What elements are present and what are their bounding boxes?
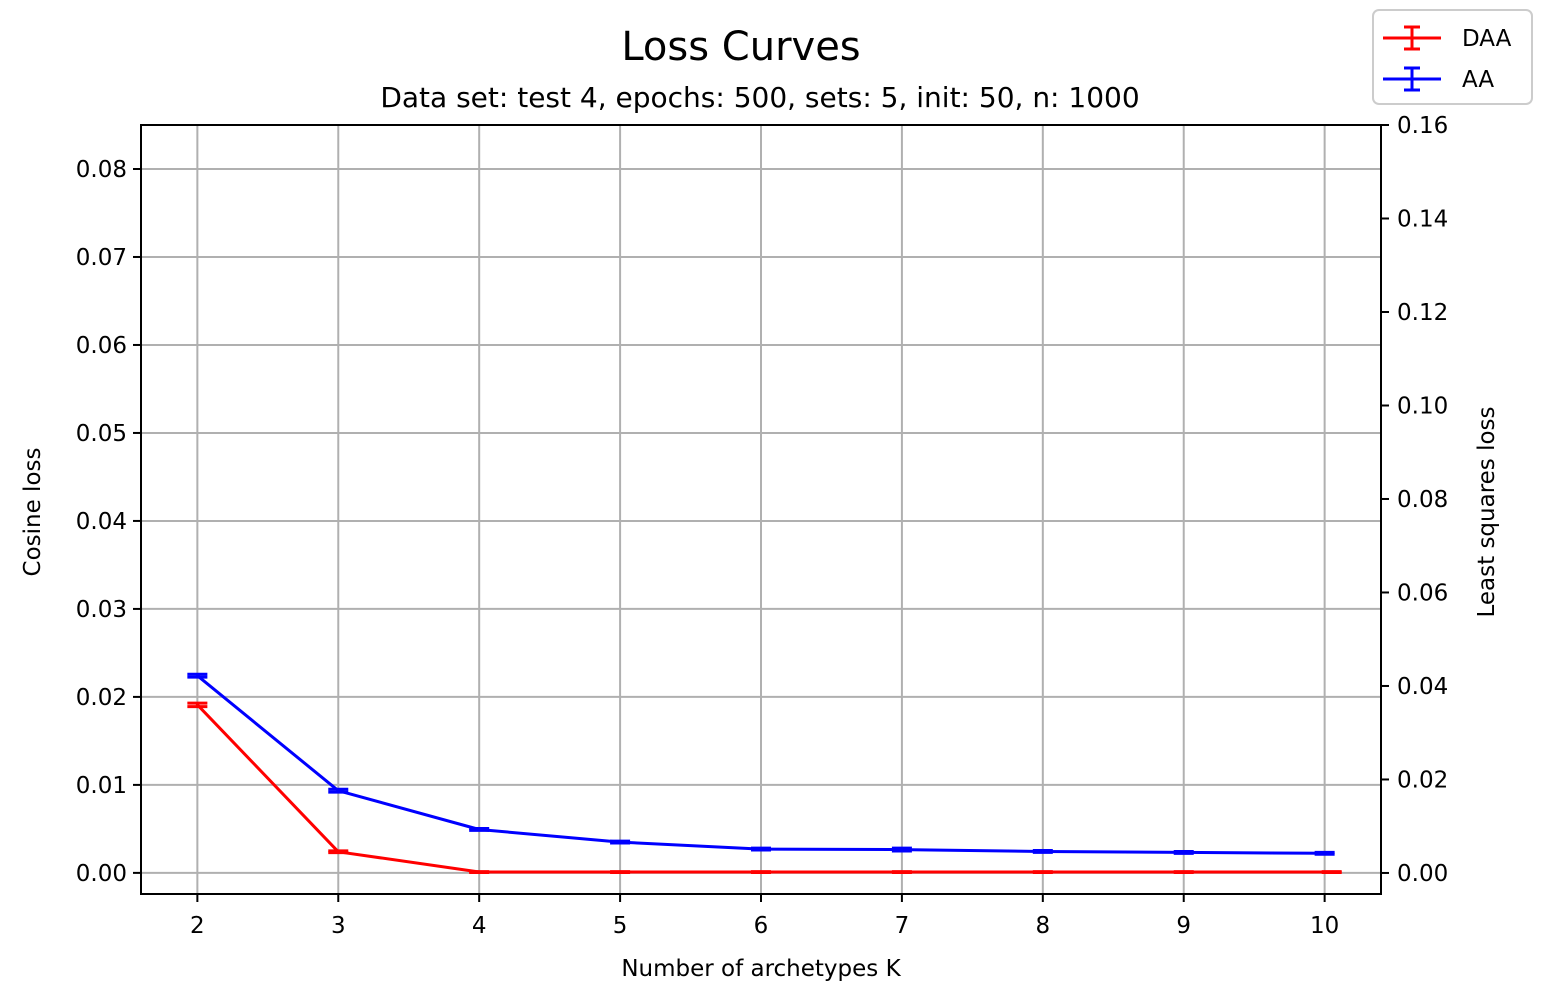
right-y-tick-label-0.00: 0.00 [1397, 861, 1448, 887]
legend-label-daa: DAA [1462, 26, 1512, 52]
chart-subtitle: Data set: test 4, epochs: 500, sets: 5, … [380, 81, 1139, 114]
x-tick-label-6: 6 [754, 913, 769, 939]
errorbar-aa-k9 [1173, 849, 1194, 855]
left-y-tick-label-0.07: 0.07 [76, 245, 127, 271]
errorbar-daa-k8 [1032, 870, 1053, 874]
legend-frame [1372, 9, 1533, 105]
series-layer [187, 672, 1342, 874]
right-y-tick-label-0.10: 0.10 [1397, 393, 1448, 419]
errorbar-aa-k4 [469, 827, 490, 832]
right-y-tick-label-0.08: 0.08 [1397, 487, 1448, 513]
right-y-tick-label-0.12: 0.12 [1397, 300, 1448, 326]
errorbar-daa-k9 [1173, 870, 1194, 874]
errorbar-daa-k4 [469, 870, 490, 874]
x-tick-label-2: 2 [190, 913, 205, 939]
errorbar-aa-k6 [751, 846, 771, 852]
legend-label-aa: AA [1462, 67, 1494, 93]
left-y-axis-ticks: 0.00 0.01 0.02 0.03 0.04 0.05 0.06 0.07 0.08 [76, 157, 141, 887]
left-y-tick-label-0.08: 0.08 [76, 157, 127, 183]
x-tick-label-3: 3 [331, 913, 346, 939]
left-y-tick-label-0.06: 0.06 [76, 333, 127, 359]
errorbar-daa-k7 [891, 870, 912, 874]
errorbar-aa-k8 [1032, 849, 1053, 854]
legend: DAA AA [1372, 9, 1533, 105]
x-tick-label-8: 8 [1035, 913, 1050, 939]
errorbar-daa-k2 [187, 701, 208, 709]
legend-item-aa: AA [1383, 66, 1494, 93]
x-tick-label-9: 9 [1176, 913, 1191, 939]
x-axis-ticks: 2 3 4 5 6 7 8 9 10 [190, 894, 1339, 939]
left-y-tick-label-0.03: 0.03 [76, 597, 127, 623]
errorbar-daa-k6 [751, 870, 771, 874]
errorbar-aa-k7 [891, 846, 912, 853]
right-y-tick-label-0.06: 0.06 [1397, 580, 1448, 606]
errorbar-daa-k3 [328, 849, 349, 855]
right-y-axis-ticks: 0.00 0.02 0.04 0.06 0.08 0.10 0.12 0.14 0.16 [1381, 113, 1448, 887]
errorbar-aa-k2 [187, 672, 208, 679]
right-y-tick-label-0.16: 0.16 [1397, 113, 1448, 139]
left-y-axis-label: Cosine loss [20, 448, 46, 577]
right-y-tick-label-0.14: 0.14 [1397, 206, 1448, 232]
right-y-axis-label: Least squares loss [1474, 406, 1500, 617]
grid-lines [141, 125, 1381, 894]
left-y-tick-label-0.04: 0.04 [76, 509, 127, 535]
chart-title: Loss Curves [621, 24, 860, 70]
left-y-tick-label-0.00: 0.00 [76, 861, 127, 887]
left-y-tick-label-0.05: 0.05 [76, 421, 127, 447]
x-tick-label-7: 7 [895, 913, 910, 939]
x-tick-label-5: 5 [613, 913, 628, 939]
x-tick-label-10: 10 [1310, 913, 1339, 939]
errorbar-daa-k5 [610, 870, 631, 874]
errorbar-aa-k5 [610, 839, 631, 845]
errorbar-aa-k10 [1314, 850, 1335, 856]
right-y-tick-label-0.04: 0.04 [1397, 674, 1448, 700]
errorbar-daa-k10 [1321, 870, 1342, 874]
errorbar-aa-k3 [328, 787, 349, 794]
left-y-tick-label-0.01: 0.01 [76, 773, 127, 799]
legend-item-daa: DAA [1383, 25, 1512, 52]
right-y-tick-label-0.02: 0.02 [1397, 767, 1448, 793]
x-axis-label: Number of archetypes K [621, 956, 901, 982]
x-tick-label-4: 4 [472, 913, 487, 939]
left-y-tick-label-0.02: 0.02 [76, 685, 127, 711]
